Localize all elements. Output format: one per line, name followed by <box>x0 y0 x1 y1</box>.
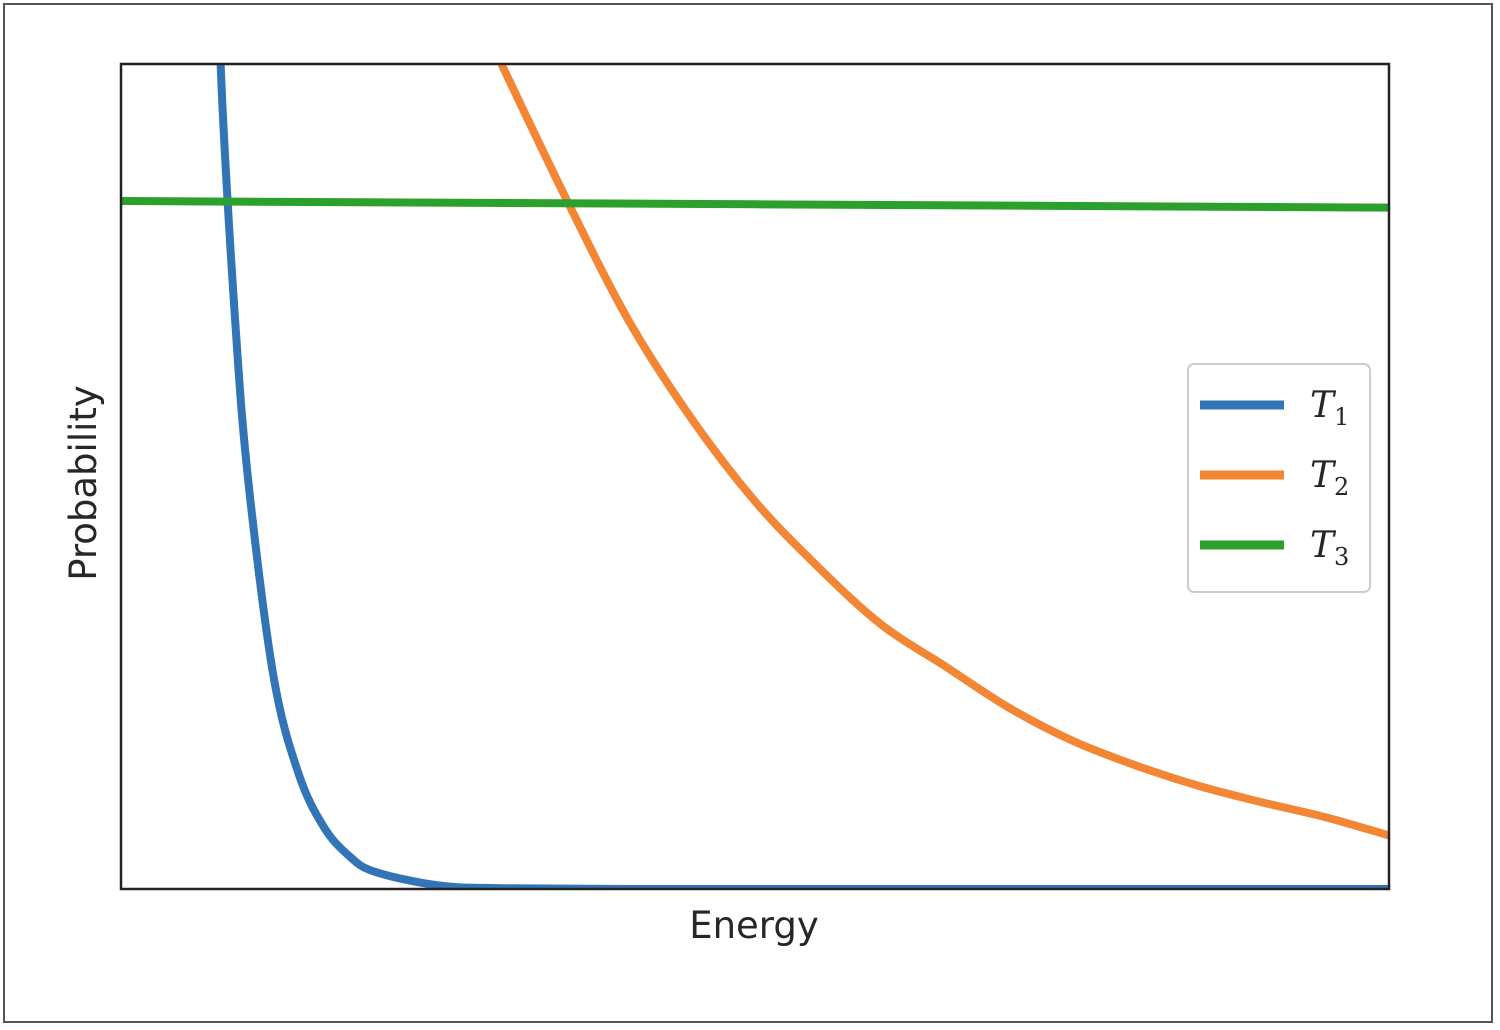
plot-border <box>119 62 1391 891</box>
x-axis-label: Energy <box>689 904 819 947</box>
series-line-t2 <box>497 64 1389 840</box>
legend-label-t2: T2 <box>1310 455 1349 501</box>
legend: T1 T2 T3 <box>1187 363 1371 593</box>
legend-label-t1: T1 <box>1310 385 1349 431</box>
legend-item-t1: T1 <box>1200 385 1349 431</box>
series-line-t3 <box>121 197 1389 212</box>
series-line-t1 <box>216 64 1389 889</box>
legend-item-t2: T2 <box>1200 455 1349 501</box>
series-layer <box>121 64 1389 889</box>
legend-label-t3: T3 <box>1310 525 1349 571</box>
y-axis-label: Probability <box>62 385 105 581</box>
legend-item-t3: T3 <box>1200 525 1349 571</box>
